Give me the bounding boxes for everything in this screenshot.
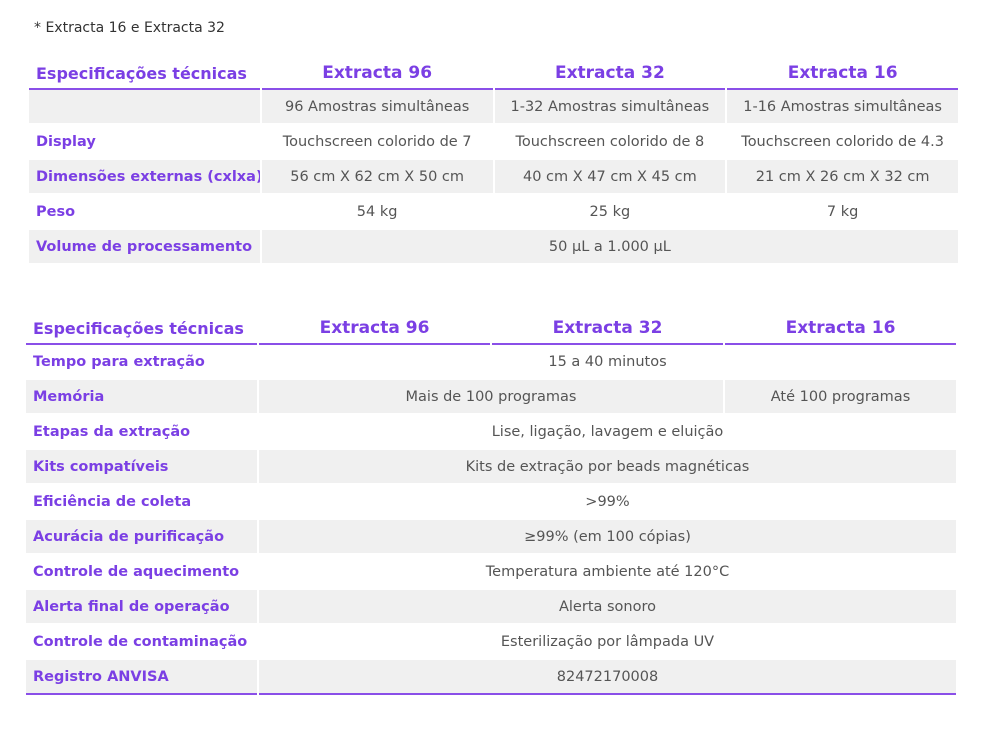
row-value: 54 kg	[261, 195, 493, 230]
header-model: Extracta 96	[259, 313, 490, 345]
row-label: Dimensões externas (cxlxa)	[29, 160, 260, 195]
table-row: Acurácia de purificação ≥99% (em 100 cópi…	[26, 520, 956, 555]
row-value: 15 a 40 minutos	[259, 345, 956, 380]
row-value: >99%	[259, 485, 956, 520]
table-row: Peso 54 kg 25 kg 7 kg	[29, 195, 958, 230]
table-row: Controle de contaminação Esterilização po…	[26, 625, 956, 660]
row-label: Memória	[26, 380, 257, 415]
table-row: Controle de aquecimento Temperatura ambie…	[26, 555, 956, 590]
table-row: Volume de processamento 50 µL a 1.000 µL	[29, 230, 958, 265]
row-value: Lise, ligação, lavagem e eluição	[259, 415, 956, 450]
table-row: Registro ANVISA 82472170008	[26, 660, 956, 695]
table-row: Kits compatíveis Kits de extração por bea…	[26, 450, 956, 485]
row-label: Display	[29, 125, 260, 160]
header-label: Especificações técnicas	[29, 58, 260, 90]
row-value: 56 cm X 62 cm X 50 cm	[261, 160, 493, 195]
row-label: Controle de contaminação	[26, 625, 257, 660]
table-row: Alerta final de operação Alerta sonoro	[26, 590, 956, 625]
row-value: 25 kg	[494, 195, 726, 230]
row-value: 1-16 Amostras simultâneas	[727, 90, 958, 125]
row-value: Até 100 programas	[725, 380, 956, 415]
header-model: Extracta 32	[492, 313, 723, 345]
row-value: Kits de extração por beads magnéticas	[259, 450, 956, 485]
row-label: Volume de processamento	[29, 230, 260, 265]
row-value: 1-32 Amostras simultâneas	[494, 90, 726, 125]
row-value: Touchscreen colorido de 8	[494, 125, 726, 160]
table-row: Tempo para extração 15 a 40 minutos	[26, 345, 956, 380]
row-value: 7 kg	[727, 195, 958, 230]
row-label: Controle de aquecimento	[26, 555, 257, 590]
spec-table-1: Especificações técnicas Extracta 96 Extrac…	[27, 58, 960, 265]
row-value: 96 Amostras simultâneas	[261, 90, 493, 125]
table-row: Eficiência de coleta >99%	[26, 485, 956, 520]
spec-table-2: Especificações técnicas Extracta 96 Extrac…	[24, 313, 958, 695]
row-label	[29, 90, 260, 125]
row-value: ≥99% (em 100 cópias)	[259, 520, 956, 555]
row-label: Etapas da extração	[26, 415, 257, 450]
row-label: Alerta final de operação	[26, 590, 257, 625]
row-value: Touchscreen colorido de 7	[261, 125, 493, 160]
row-label: Peso	[29, 195, 260, 230]
table-row: Memória Mais de 100 programas Até 100 prog…	[26, 380, 956, 415]
table-row: 96 Amostras simultâneas 1-32 Amostras sim…	[29, 90, 958, 125]
table-row: Dimensões externas (cxlxa) 56 cm X 62 cm …	[29, 160, 958, 195]
row-label: Acurácia de purificação	[26, 520, 257, 555]
header-model: Extracta 96	[261, 58, 493, 90]
table-row: Etapas da extração Lise, ligação, lavagem…	[26, 415, 956, 450]
header-label: Especificações técnicas	[26, 313, 257, 345]
row-label: Eficiência de coleta	[26, 485, 257, 520]
header-model: Extracta 16	[727, 58, 958, 90]
row-value: 50 µL a 1.000 µL	[261, 230, 958, 265]
table-row: Display Touchscreen colorido de 7 Touchscr…	[29, 125, 958, 160]
footnote: * Extracta 16 e Extracta 32	[34, 20, 225, 36]
row-label: Registro ANVISA	[26, 660, 257, 695]
row-value: Esterilização por lâmpada UV	[259, 625, 956, 660]
row-value: 21 cm X 26 cm X 32 cm	[727, 160, 958, 195]
row-value: Temperatura ambiente até 120°C	[259, 555, 956, 590]
header-model: Extracta 32	[494, 58, 726, 90]
header-model: Extracta 16	[725, 313, 956, 345]
row-value: Mais de 100 programas	[259, 380, 723, 415]
row-value: Alerta sonoro	[259, 590, 956, 625]
row-label: Kits compatíveis	[26, 450, 257, 485]
row-value: Touchscreen colorido de 4.3	[727, 125, 958, 160]
row-label: Tempo para extração	[26, 345, 257, 380]
row-value: 40 cm X 47 cm X 45 cm	[494, 160, 726, 195]
row-value: 82472170008	[259, 660, 956, 695]
